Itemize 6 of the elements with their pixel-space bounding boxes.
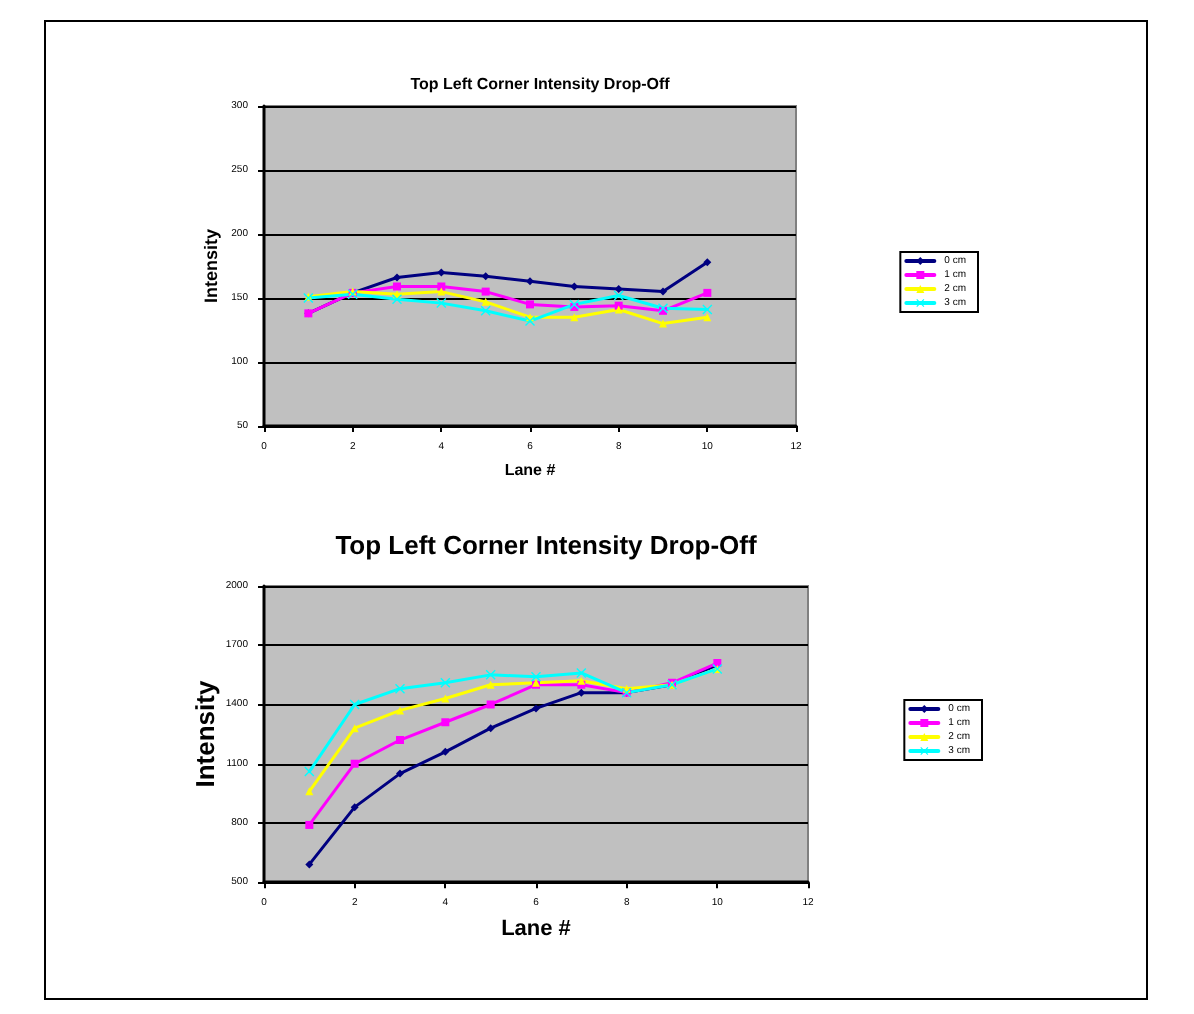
x-axis-title: Lane # (501, 917, 571, 941)
y-axis-title: Intensity (189, 679, 220, 788)
y-axis-title: Intensity (201, 228, 221, 304)
chart-title: Top Left Corner Intensity Drop-Off (335, 530, 758, 560)
chart-title: Top Left Corner Intensity Drop-Off (410, 75, 671, 93)
x-axis-title: Lane # (504, 460, 557, 479)
